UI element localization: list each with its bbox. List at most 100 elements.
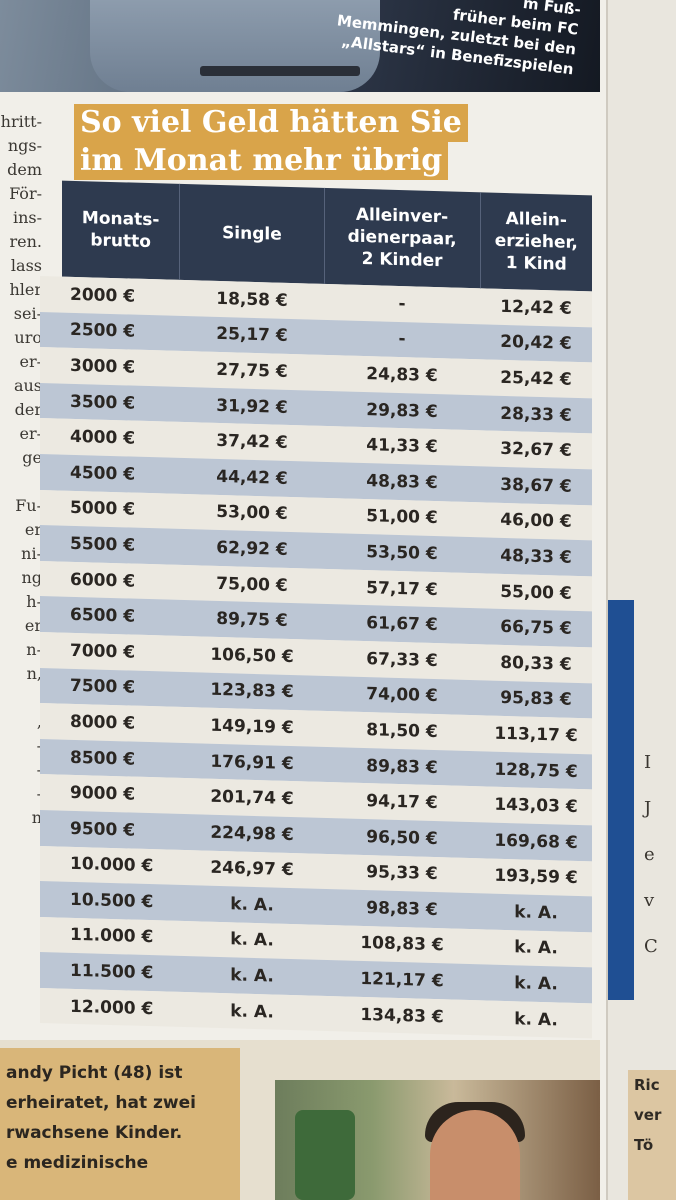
cell-alleinerzieher: 169,68 €	[494, 830, 578, 853]
cell-monatsbrutto: 7000 €	[70, 640, 136, 663]
right-bottom-line: Ric	[634, 1076, 660, 1094]
cell-monatsbrutto: 2000 €	[70, 284, 136, 307]
cell-alleinverdiener: 98,83 €	[366, 898, 438, 921]
table-header: Monats- brutto Single Alleinver- dienerp…	[62, 180, 592, 292]
left-line: Fu-	[15, 496, 42, 515]
cell-alleinerzieher: 20,42 €	[500, 332, 572, 355]
header-alleinverdiener: Alleinver- dienerpaar, 2 Kinder	[324, 187, 481, 289]
cell-alleinverdiener: 24,83 €	[366, 364, 438, 387]
cell-monatsbrutto: 10.000 €	[70, 854, 154, 877]
cell-single: 224,98 €	[210, 822, 294, 845]
cell-alleinerzieher: 38,67 €	[500, 474, 572, 497]
cell-alleinverdiener: 81,50 €	[366, 720, 438, 743]
cell-alleinerzieher: 12,42 €	[500, 296, 572, 319]
cell-monatsbrutto: 4500 €	[70, 462, 136, 485]
cell-alleinverdiener: -	[398, 293, 406, 315]
cell-alleinerzieher: 128,75 €	[494, 759, 578, 782]
cell-alleinerzieher: 80,33 €	[500, 652, 572, 675]
cell-single: 27,75 €	[216, 359, 288, 382]
left-line: -	[0, 782, 42, 806]
cell-single: 149,19 €	[210, 715, 294, 739]
left-column-text: hritt- ngs- dem För- ins- ren. lass hler…	[0, 110, 42, 830]
cell-single: k. A.	[230, 894, 274, 916]
cell-alleinverdiener: -	[398, 329, 406, 350]
cell-alleinverdiener: 61,67 €	[366, 613, 438, 636]
table-body: 2000 € 18,58 € - 12,42 € 2500 € 25,17 € - 20,42…	[40, 276, 592, 1039]
cell-single: k. A.	[230, 929, 274, 952]
cell-monatsbrutto: 11.000 €	[70, 925, 154, 948]
cell-alleinerzieher: 32,67 €	[500, 439, 572, 462]
bio-box: andy Picht (48) ist erheiratet, hat zwei…	[0, 1048, 240, 1200]
cell-monatsbrutto: 12.000 €	[70, 996, 154, 1019]
cell-single: 123,83 €	[210, 680, 294, 703]
cell-single: 25,17 €	[216, 324, 288, 347]
cell-single: 53,00 €	[216, 502, 288, 525]
cell-single: 62,92 €	[216, 537, 288, 560]
left-line: ge	[22, 448, 42, 467]
right-letter: J	[644, 798, 652, 819]
cell-monatsbrutto: 5500 €	[70, 533, 136, 556]
left-line: ins-	[12, 208, 42, 227]
cell-single: 201,74 €	[210, 786, 294, 810]
cell-monatsbrutto: 3000 €	[70, 355, 136, 378]
headline-line-2: im Monat mehr übrig	[74, 142, 449, 180]
cell-monatsbrutto: 11.500 €	[70, 960, 154, 984]
right-letter: I	[644, 752, 652, 773]
top-photo: m Fuß- früher beim FC Memmingen, zuletzt…	[0, 0, 600, 92]
cell-monatsbrutto: 10.500 €	[70, 889, 154, 913]
cell-alleinverdiener: 53,50 €	[366, 542, 438, 565]
cell-single: k. A.	[230, 965, 274, 987]
cell-alleinverdiener: 121,17 €	[360, 969, 444, 992]
cell-alleinverdiener: 29,83 €	[366, 399, 438, 422]
belt-shape	[200, 66, 360, 76]
portrait-photo	[275, 1080, 600, 1200]
cell-monatsbrutto: 3500 €	[70, 391, 136, 414]
cell-alleinerzieher: k. A.	[514, 937, 558, 959]
right-letter: C	[644, 936, 658, 957]
left-line: hritt-	[0, 112, 42, 131]
cell-alleinverdiener: 95,33 €	[366, 862, 438, 885]
header-label: Monats- brutto	[81, 208, 160, 253]
cell-monatsbrutto: 7500 €	[70, 676, 136, 698]
left-line: aus	[13, 376, 42, 395]
left-line: er	[24, 616, 42, 635]
cell-alleinverdiener: 41,33 €	[366, 435, 438, 458]
cell-monatsbrutto: 2500 €	[70, 320, 136, 343]
right-bottom-box: Ric ver Tö	[628, 1070, 676, 1200]
cell-monatsbrutto: 6000 €	[70, 569, 136, 592]
cell-alleinverdiener: 108,83 €	[360, 933, 444, 956]
cell-alleinverdiener: 94,17 €	[366, 791, 438, 814]
cell-single: 31,92 €	[216, 395, 288, 418]
plant-decor	[295, 1110, 355, 1200]
cell-single: 75,00 €	[216, 573, 288, 596]
cell-monatsbrutto: 9500 €	[70, 818, 136, 841]
right-letter: e	[644, 844, 655, 865]
bio-line: e medizinische	[6, 1153, 149, 1173]
cell-alleinerzieher: 95,83 €	[500, 688, 572, 711]
cell-monatsbrutto: 5000 €	[70, 498, 136, 521]
left-line: ni-	[21, 544, 42, 563]
header-label: Single	[222, 223, 282, 245]
cell-alleinerzieher: 193,59 €	[494, 865, 578, 889]
cell-alleinverdiener: 134,83 €	[360, 1004, 444, 1027]
cell-single: k. A.	[230, 1000, 274, 1023]
right-letters: I J e v C	[644, 740, 658, 970]
cell-alleinverdiener: 57,17 €	[366, 577, 438, 600]
header-alleinerzieher: Allein- erzieher, 1 Kind	[481, 192, 592, 291]
right-bottom-line: Tö	[634, 1136, 654, 1154]
cell-alleinverdiener: 51,00 €	[366, 506, 438, 529]
cell-monatsbrutto: 8500 €	[70, 747, 136, 770]
cell-alleinerzieher: k. A.	[514, 902, 558, 924]
cell-alleinerzieher: 143,03 €	[494, 794, 578, 818]
cell-single: 246,97 €	[210, 858, 294, 881]
cell-alleinverdiener: 89,83 €	[366, 755, 438, 778]
cell-single: 106,50 €	[210, 644, 294, 667]
blue-bar	[608, 600, 634, 1000]
cell-alleinerzieher: 48,33 €	[500, 545, 572, 568]
cell-alleinerzieher: 28,33 €	[500, 403, 572, 426]
cell-alleinverdiener: 48,83 €	[366, 470, 438, 493]
cell-single: 37,42 €	[216, 431, 288, 454]
left-gap	[0, 470, 42, 494]
left-line: ,	[0, 710, 42, 734]
right-bottom-line: ver	[634, 1106, 662, 1124]
